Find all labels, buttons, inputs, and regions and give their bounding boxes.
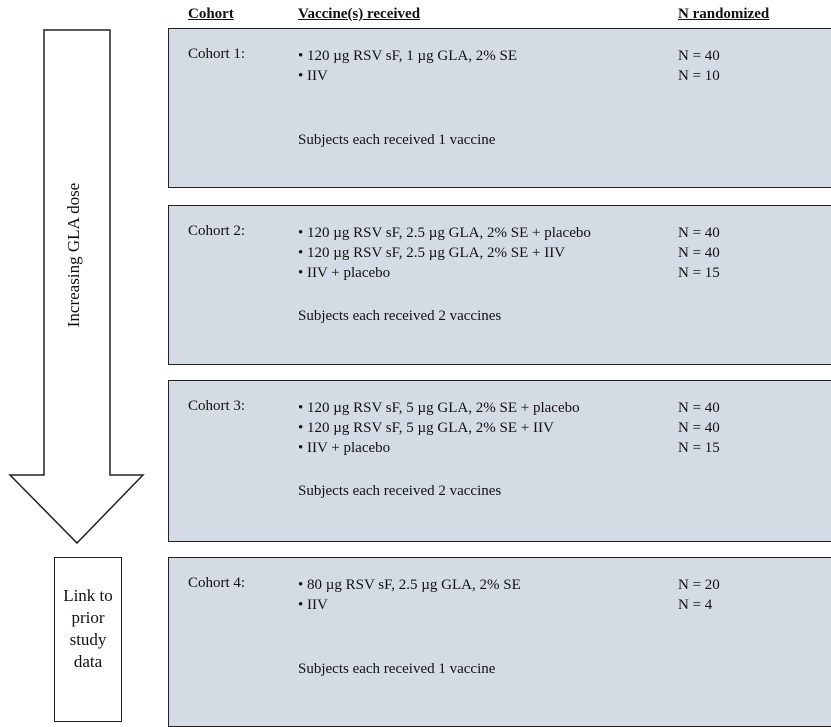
- n-item: N = 40: [678, 48, 720, 64]
- cohort-1-n-list: N = 40 N = 10: [678, 46, 720, 86]
- vaccine-item: • 120 µg RSV sF, 2.5 µg GLA, 2% SE + IIV: [298, 245, 566, 261]
- cohort-3-box: Cohort 3: • 120 µg RSV sF, 5 µg GLA, 2% …: [168, 380, 831, 542]
- link-prior-study-text: Link to prior study data: [63, 586, 113, 671]
- cohort-4-name: Cohort 4:: [188, 575, 246, 591]
- cohort-1-vaccine-list: • 120 µg RSV sF, 1 µg GLA, 2% SE • IIV: [298, 46, 517, 86]
- n-item: N = 40: [678, 245, 720, 261]
- cohort-1-name: Cohort 1:: [188, 46, 246, 62]
- cohort-4-box: Cohort 4: • 80 µg RSV sF, 2.5 µg GLA, 2%…: [168, 557, 831, 727]
- cohort-2-box: Cohort 2: • 120 µg RSV sF, 2.5 µg GLA, 2…: [168, 205, 831, 365]
- arrow-label: Increasing GLA dose: [64, 182, 83, 328]
- cohort-3-note: Subjects each received 2 vaccines: [298, 483, 502, 499]
- increasing-dose-arrow: [8, 29, 145, 545]
- cohort-4-vaccine-list: • 80 µg RSV sF, 2.5 µg GLA, 2% SE • IIV: [298, 575, 521, 615]
- vaccine-item: • 120 µg RSV sF, 5 µg GLA, 2% SE + place…: [298, 400, 580, 416]
- cohort-3-vaccine-list: • 120 µg RSV sF, 5 µg GLA, 2% SE + place…: [298, 398, 580, 458]
- header-n-randomized: N randomized: [678, 6, 770, 22]
- vaccine-item: • 120 µg RSV sF, 2.5 µg GLA, 2% SE + pla…: [298, 225, 591, 241]
- cohort-2-note: Subjects each received 2 vaccines: [298, 308, 502, 324]
- cohort-2-vaccine-list: • 120 µg RSV sF, 2.5 µg GLA, 2% SE + pla…: [298, 223, 591, 283]
- n-item: N = 40: [678, 420, 720, 436]
- cohort-3-name: Cohort 3:: [188, 398, 246, 414]
- vaccine-item: • IIV + placebo: [298, 440, 391, 456]
- vaccine-item: • IIV: [298, 597, 328, 613]
- cohort-4-n-list: N = 20 N = 4: [678, 575, 720, 615]
- cohort-1-note: Subjects each received 1 vaccine: [298, 132, 496, 148]
- header-cohort: Cohort: [188, 6, 234, 22]
- vaccine-item: • IIV: [298, 68, 328, 84]
- n-item: N = 15: [678, 265, 720, 281]
- n-item: N = 20: [678, 577, 720, 593]
- cohort-3-n-list: N = 40 N = 40 N = 15: [678, 398, 720, 458]
- cohort-2-n-list: N = 40 N = 40 N = 15: [678, 223, 720, 283]
- vaccine-item: • IIV + placebo: [298, 265, 391, 281]
- cohort-4-note: Subjects each received 1 vaccine: [298, 661, 496, 677]
- vaccine-item: • 120 µg RSV sF, 1 µg GLA, 2% SE: [298, 48, 518, 64]
- vaccine-item: • 120 µg RSV sF, 5 µg GLA, 2% SE + IIV: [298, 420, 554, 436]
- header-vaccines: Vaccine(s) received: [298, 6, 421, 22]
- n-item: N = 10: [678, 68, 720, 84]
- link-prior-study-box: Link to prior study data: [54, 557, 122, 722]
- cohort-2-name: Cohort 2:: [188, 223, 246, 239]
- cohort-1-box: Cohort 1: • 120 µg RSV sF, 1 µg GLA, 2% …: [168, 28, 831, 188]
- n-item: N = 4: [678, 597, 713, 613]
- n-item: N = 40: [678, 225, 720, 241]
- n-item: N = 40: [678, 400, 720, 416]
- n-item: N = 15: [678, 440, 720, 456]
- vaccine-item: • 80 µg RSV sF, 2.5 µg GLA, 2% SE: [298, 577, 521, 593]
